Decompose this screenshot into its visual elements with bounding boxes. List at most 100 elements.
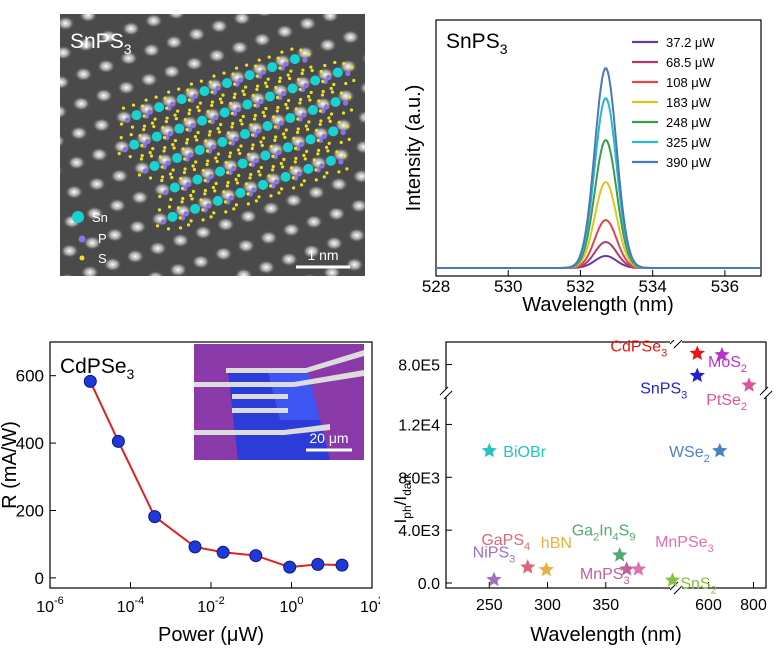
s-atom bbox=[238, 151, 242, 156]
y-axis-ticks: 0.0 4.0E3 8.0E3 1.2E4 8.0E5 bbox=[398, 358, 452, 593]
s-atom bbox=[254, 199, 258, 203]
p-atom bbox=[303, 82, 309, 89]
p-atom bbox=[210, 144, 216, 150]
s-atom bbox=[208, 130, 212, 134]
s-atom bbox=[178, 226, 183, 230]
material-label: MoS2 bbox=[708, 354, 747, 375]
s-atom bbox=[307, 94, 311, 99]
material-label: BiOBr bbox=[503, 444, 546, 461]
lattice-column bbox=[259, 230, 278, 245]
lattice-column bbox=[171, 233, 190, 248]
material-label: SnPS3 bbox=[70, 30, 132, 57]
s-atom bbox=[273, 125, 277, 129]
lattice-column bbox=[140, 72, 158, 87]
s-atom bbox=[216, 127, 220, 131]
break-gap bbox=[440, 389, 452, 397]
data-point bbox=[111, 434, 125, 448]
s-atom bbox=[140, 154, 144, 158]
lattice-column bbox=[302, 273, 316, 276]
lattice-column bbox=[361, 53, 365, 64]
s-atom bbox=[173, 113, 177, 117]
s-atom bbox=[310, 68, 314, 73]
s-atom bbox=[167, 205, 172, 209]
s-atom bbox=[162, 149, 166, 153]
p-atom bbox=[297, 116, 303, 122]
s-atom bbox=[347, 95, 352, 99]
lattice-column bbox=[352, 169, 365, 184]
data-point bbox=[335, 558, 349, 572]
s-atom bbox=[326, 149, 330, 153]
lattice-column bbox=[94, 88, 113, 103]
lattice-column bbox=[191, 254, 210, 269]
s-atom bbox=[280, 50, 284, 54]
s-atom bbox=[179, 176, 183, 181]
s-atom bbox=[245, 63, 249, 67]
lattice-column bbox=[142, 43, 161, 58]
s-atom bbox=[288, 76, 292, 81]
lattice-column bbox=[302, 244, 321, 259]
s-atom bbox=[292, 186, 296, 190]
s-atom bbox=[317, 148, 321, 152]
s-atom bbox=[293, 160, 297, 164]
s-atom bbox=[211, 185, 215, 190]
p-atom bbox=[260, 69, 266, 75]
sn-atom bbox=[244, 70, 255, 81]
s-atom bbox=[178, 216, 182, 220]
s-atom bbox=[254, 64, 258, 68]
s-atom bbox=[290, 47, 294, 51]
p-atom bbox=[233, 136, 239, 142]
s-atom bbox=[160, 175, 165, 179]
s-atom bbox=[214, 181, 218, 186]
s-atom bbox=[161, 126, 165, 130]
y-tick-label: 4.0E3 bbox=[398, 523, 440, 540]
sn-atom bbox=[260, 150, 271, 161]
lattice-column bbox=[148, 241, 167, 256]
s-atom bbox=[329, 86, 333, 91]
sn-atom bbox=[237, 158, 248, 169]
sn-atom bbox=[258, 179, 268, 190]
pl-curve bbox=[436, 97, 761, 269]
p-atom bbox=[252, 132, 258, 138]
p-atom bbox=[320, 108, 326, 114]
s-atom bbox=[296, 127, 300, 131]
p-atom bbox=[161, 164, 168, 170]
break-mark bbox=[443, 390, 453, 400]
s-atom bbox=[232, 95, 236, 100]
break-gap bbox=[760, 389, 772, 397]
p-atom bbox=[278, 120, 284, 126]
p-atom bbox=[188, 152, 194, 158]
s-atom bbox=[171, 143, 175, 147]
s-atom bbox=[196, 131, 200, 135]
s-atom bbox=[176, 109, 180, 113]
s-atom bbox=[140, 104, 145, 108]
lattice-column bbox=[216, 217, 235, 232]
lattice-column bbox=[327, 206, 346, 221]
break-mark bbox=[763, 390, 773, 400]
p-atom bbox=[190, 123, 196, 129]
s-atom bbox=[349, 108, 354, 112]
s-atom bbox=[283, 135, 287, 139]
p-atom bbox=[215, 85, 221, 91]
s-atom bbox=[341, 111, 346, 115]
s-atom bbox=[282, 157, 286, 161]
s-atom bbox=[314, 168, 318, 172]
lattice-column bbox=[257, 260, 276, 275]
s-atom bbox=[279, 161, 283, 166]
s-atom bbox=[259, 140, 263, 144]
material-star bbox=[712, 442, 728, 458]
p-atom bbox=[142, 168, 149, 174]
s-atom bbox=[237, 173, 241, 178]
s-atom bbox=[282, 132, 286, 136]
y-axis-ticks: 0 200 400 600 bbox=[16, 367, 56, 588]
p-atom bbox=[207, 148, 213, 154]
s-atom bbox=[284, 128, 288, 132]
lattice-column bbox=[60, 134, 66, 148]
lattice-column bbox=[341, 30, 360, 45]
s-atom bbox=[306, 127, 310, 131]
break-mark bbox=[669, 581, 679, 591]
p-atom bbox=[345, 70, 351, 77]
s-atom bbox=[160, 165, 164, 169]
s-atom bbox=[318, 109, 323, 113]
s-atom bbox=[272, 115, 276, 119]
s-atom bbox=[246, 192, 250, 196]
